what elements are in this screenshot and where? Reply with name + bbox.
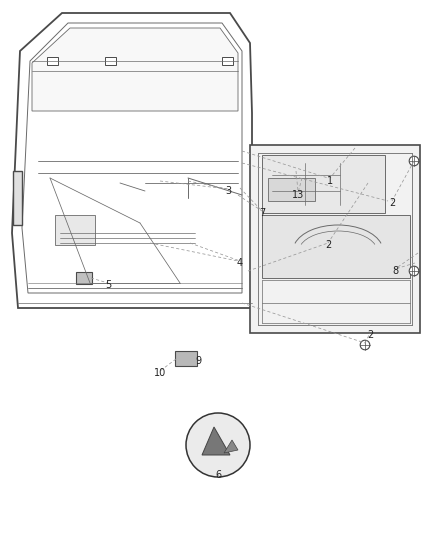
- Polygon shape: [32, 28, 238, 111]
- Text: 8: 8: [392, 266, 398, 276]
- Text: 7: 7: [259, 208, 265, 218]
- Circle shape: [360, 340, 370, 350]
- Text: 1: 1: [327, 176, 333, 186]
- Polygon shape: [224, 440, 238, 453]
- FancyBboxPatch shape: [76, 271, 92, 284]
- Bar: [46, 57, 57, 65]
- Text: 2: 2: [325, 240, 331, 250]
- Text: 5: 5: [105, 280, 111, 290]
- Text: 2: 2: [389, 198, 395, 208]
- Circle shape: [409, 266, 419, 276]
- Polygon shape: [202, 427, 230, 455]
- Polygon shape: [262, 215, 410, 278]
- Text: 6: 6: [215, 470, 221, 480]
- FancyBboxPatch shape: [175, 351, 197, 366]
- Text: 2: 2: [367, 330, 373, 340]
- Polygon shape: [55, 215, 95, 245]
- Text: 3: 3: [225, 186, 231, 196]
- Circle shape: [409, 156, 419, 166]
- Text: 13: 13: [292, 190, 304, 200]
- Text: 10: 10: [154, 368, 166, 378]
- Text: 4: 4: [237, 258, 243, 268]
- Bar: [105, 57, 116, 65]
- Bar: [223, 57, 233, 65]
- Polygon shape: [250, 145, 420, 333]
- Polygon shape: [13, 171, 22, 225]
- Circle shape: [186, 413, 250, 477]
- Polygon shape: [268, 178, 315, 201]
- Polygon shape: [262, 155, 385, 213]
- Text: 9: 9: [195, 356, 201, 366]
